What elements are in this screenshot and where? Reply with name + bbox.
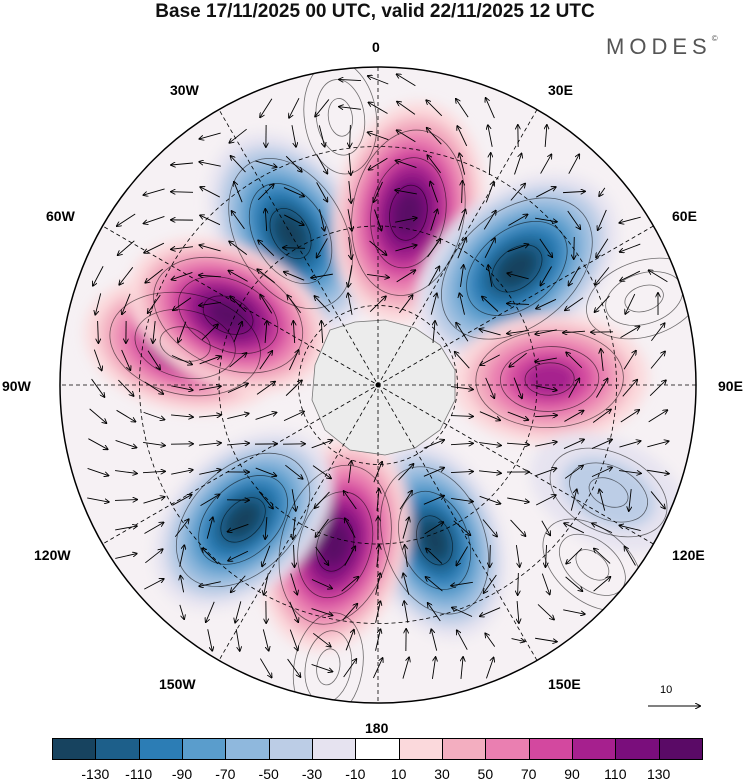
colorbar-label-1: -110: [125, 766, 152, 782]
colorbar: [52, 738, 702, 762]
wind-vector-92: [574, 237, 575, 259]
colorbar-labels: -130 -110 -90 -70 -50 -30 -10 10 30 50 70 90 110 130: [0, 766, 750, 784]
lon-label-30w: 30W: [170, 82, 199, 98]
lon-label-150e: 150E: [548, 676, 581, 692]
colorbar-label-10: 70: [521, 766, 537, 782]
lon-label-60e: 60E: [672, 208, 697, 224]
colorbar-cell-8: [399, 738, 443, 760]
colorbar-cell-14: [659, 738, 703, 760]
colorbar-cell-4: [225, 738, 269, 760]
lon-label-120w: 120W: [34, 547, 71, 563]
colorbar-cell-10: [485, 738, 529, 760]
colorbar-cell-11: [529, 738, 573, 760]
lon-label-150w: 150W: [159, 676, 196, 692]
colorbar-label-12: 110: [604, 766, 626, 782]
colorbar-cell-5: [269, 738, 313, 760]
colorbar-cell-3: [182, 738, 226, 760]
lon-label-90w: 90W: [2, 378, 31, 394]
colorbar-cell-9: [442, 738, 486, 760]
colorbar-label-7: 10: [391, 766, 407, 782]
colorbar-label-2: -90: [172, 766, 192, 782]
lon-label-30e: 30E: [548, 82, 573, 98]
lon-label-60w: 60W: [46, 208, 75, 224]
colorbar-cell-1: [95, 738, 139, 760]
reference-vector-label: 10: [660, 684, 672, 696]
colorbar-cell-6: [312, 738, 356, 760]
colorbar-cell-0: [52, 738, 96, 760]
colorbar-label-4: -50: [259, 766, 279, 782]
lon-label-90e: 90E: [718, 378, 743, 394]
colorbar-label-0: -130: [81, 766, 109, 782]
south-pole-marker: [376, 383, 381, 388]
lon-label-180: 180: [365, 720, 388, 736]
lon-label-120e: 120E: [672, 547, 705, 563]
colorbar-cell-7: [355, 738, 399, 760]
colorbar-label-11: 90: [564, 766, 580, 782]
colorbar-label-9: 50: [478, 766, 494, 782]
colorbar-cell-13: [615, 738, 659, 760]
lon-label-0: 0: [372, 39, 380, 55]
colorbar-cell-2: [139, 738, 183, 760]
colorbar-cell-12: [572, 738, 616, 760]
colorbar-label-13: 130: [647, 766, 670, 782]
colorbar-label-3: -70: [215, 766, 235, 782]
colorbar-label-5: -30: [302, 766, 322, 782]
colorbar-label-8: 30: [434, 766, 450, 782]
colorbar-label-6: -10: [345, 766, 365, 782]
